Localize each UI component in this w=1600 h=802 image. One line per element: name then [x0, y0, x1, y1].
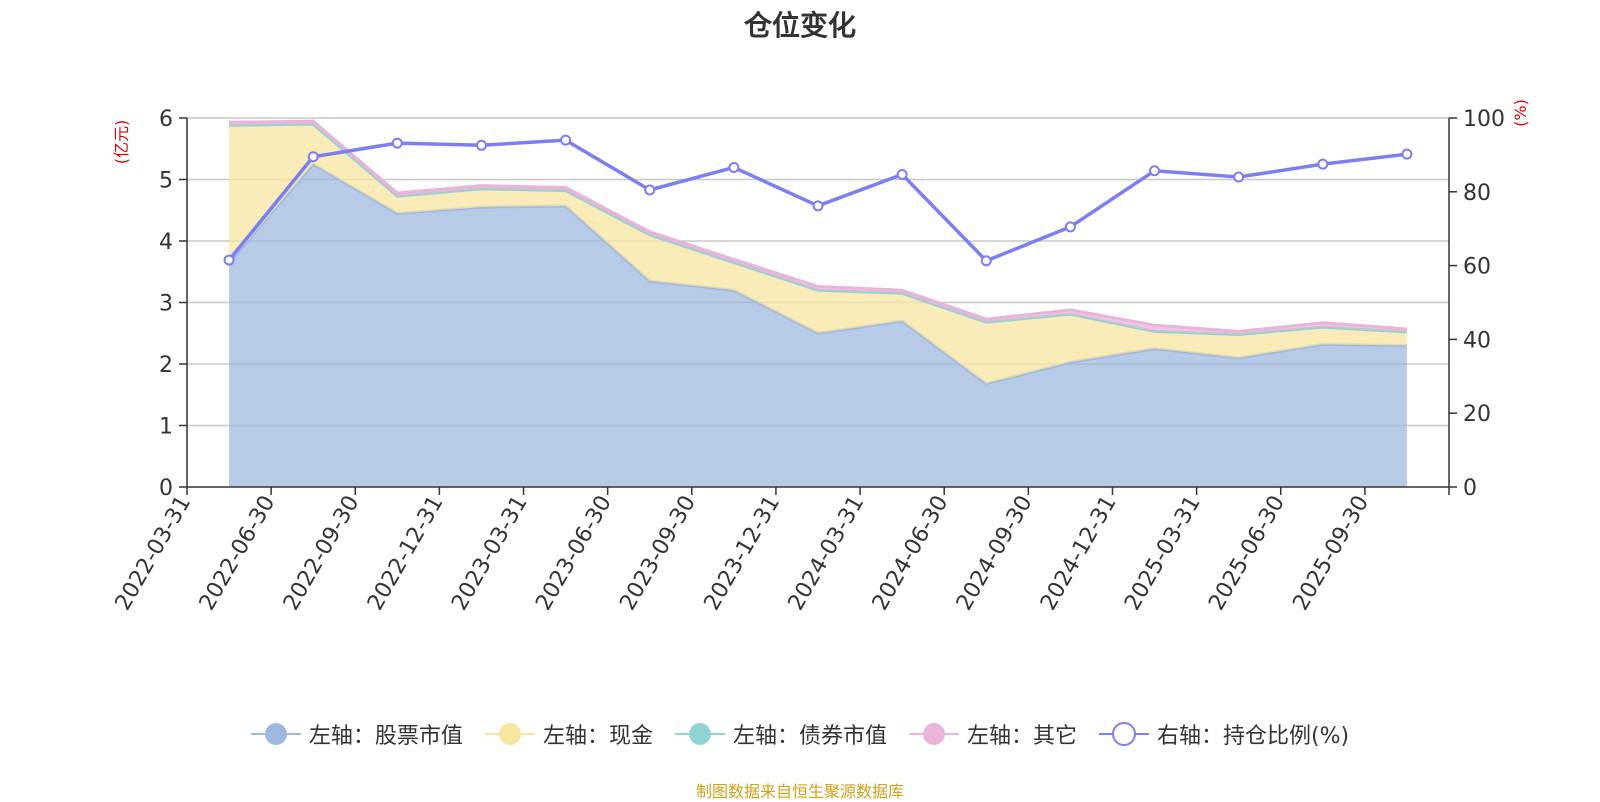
source-note: 制图数据来自恒生聚源数据库 [695, 782, 904, 801]
left-axis-tick-label: 2 [159, 353, 173, 378]
legend: 左轴：股票市值 左轴：现金 左轴：债券市值 左轴：其它 右轴：持仓比例(%) [0, 718, 1600, 750]
legend-label: 右轴：持仓比例(%) [1156, 724, 1350, 749]
area-1 [229, 164, 1407, 487]
legend-item-2[interactable]: 左轴：现金 [484, 718, 653, 750]
right-axis-tick-label: 40 [1463, 328, 1491, 353]
ratio-point [223, 254, 235, 266]
area-2 [229, 124, 1407, 384]
left-axis-tick-label: 6 [159, 107, 173, 132]
legend-item-3[interactable]: 左轴：债券市值 [674, 718, 887, 750]
legend-label: 左轴：其它 [966, 724, 1077, 749]
right-axis-tick-label: 60 [1463, 255, 1491, 280]
legend-swatch-icon [250, 723, 301, 745]
right-axis-tick-label: 0 [1463, 476, 1477, 501]
ratio-point [1401, 148, 1413, 160]
x-axis-tick-label: 2025-06-30 [1204, 492, 1290, 615]
area-edge-4 [229, 119, 1408, 333]
legend-item-1[interactable]: 左轴：股票市值 [250, 718, 463, 750]
x-axis-tick-label: 2025-09-30 [1288, 492, 1374, 615]
ratio-point [307, 151, 319, 163]
legend-swatch-icon [484, 723, 535, 745]
right-axis-tick-label: 20 [1463, 402, 1491, 427]
ratio-line-group [223, 134, 1413, 267]
left-axis-tick-label: 5 [159, 169, 173, 194]
stacked-areas [227, 119, 1408, 487]
x-axis-tick-label: 2024-06-30 [868, 491, 954, 614]
x-axis-tick-label: 2023-03-31 [447, 492, 533, 615]
ratio-point [1149, 165, 1161, 177]
left-axis-tick-label: 4 [159, 230, 173, 255]
x-axis-tick-label: 2022-06-30 [195, 492, 281, 615]
right-axis-tick-label: 80 [1463, 181, 1491, 206]
ratio-point [560, 134, 572, 146]
ratio-point [391, 137, 403, 149]
legend-item-4[interactable]: 左轴：其它 [908, 718, 1077, 750]
x-axis-tick-label: 2024-03-31 [784, 492, 870, 615]
ratio-point [728, 161, 740, 173]
x-axis-tick-label: 2025-03-31 [1120, 492, 1206, 615]
ratio-point [644, 184, 656, 196]
left-axis-unit: (亿元) [112, 120, 131, 165]
x-axis-tick-label: 2023-12-31 [700, 492, 786, 615]
legend-label: 左轴：现金 [542, 724, 653, 749]
ratio-point [1317, 158, 1329, 170]
ratio-point [1064, 221, 1076, 233]
ratio-point [980, 255, 992, 267]
left-axis-tick-label: 0 [159, 476, 173, 501]
legend-swatch-icon [908, 723, 959, 745]
ratio-point [475, 139, 487, 151]
x-axis-tick-label: 2023-06-30 [531, 492, 617, 615]
x-axis-tick-label: 2023-09-30 [615, 492, 701, 615]
legend-swatch-icon [674, 723, 725, 745]
x-axis-tick-label: 2024-12-31 [1036, 492, 1122, 615]
legend-swatch-icon [1098, 722, 1149, 746]
right-axis-unit: (%) [1511, 99, 1530, 127]
legend-label: 左轴：债券市值 [732, 724, 887, 749]
x-axis-tick-label: 2022-09-30 [279, 492, 365, 615]
legend-item-5[interactable]: 右轴：持仓比例(%) [1098, 718, 1350, 750]
chart-title: 仓位变化 [743, 9, 856, 42]
ratio-point [812, 200, 824, 212]
x-axis-tick-label: 2022-03-31 [111, 492, 197, 615]
left-axis-tick-label: 1 [159, 415, 173, 440]
ratio-point [1233, 171, 1245, 183]
x-axis-tick-label: 2024-09-30 [952, 492, 1038, 615]
right-axis-tick-label: 100 [1463, 107, 1505, 132]
ratio-point [896, 168, 908, 180]
x-axis-tick-label: 2022-12-31 [363, 492, 449, 615]
left-axis-tick-label: 3 [159, 292, 173, 317]
legend-label: 左轴：股票市值 [308, 724, 463, 749]
